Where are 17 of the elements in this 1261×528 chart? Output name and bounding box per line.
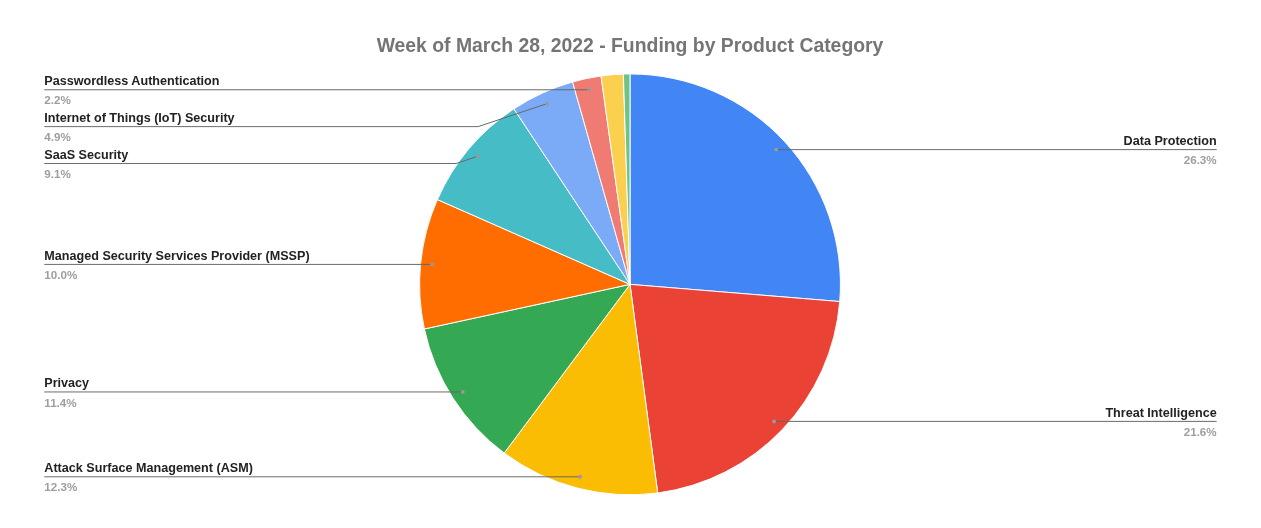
chart-title: Week of March 28, 2022 - Funding by Product Category xyxy=(376,33,884,56)
slice-label: Privacy xyxy=(44,376,90,391)
data-label: 2.2% xyxy=(44,93,72,107)
slice-label: Threat Intelligence xyxy=(1105,405,1217,420)
slice-label: SaaS Security xyxy=(44,147,129,162)
data-label: 12.3% xyxy=(44,480,78,494)
data-label: 21.6% xyxy=(1183,424,1218,438)
slice-label: Managed Security Services Provider (MSSP) xyxy=(44,248,310,263)
slice-label: Passwordless Authentication xyxy=(44,73,220,88)
slice-label: Data Protection xyxy=(1123,133,1217,148)
data-label: 10.0% xyxy=(44,267,78,281)
slice-label: Internet of Things (IoT) Security xyxy=(44,110,235,125)
data-label: 11.4% xyxy=(44,395,78,409)
slice-label: Attack Surface Management (ASM) xyxy=(44,460,253,475)
data-label: 4.9% xyxy=(44,130,72,144)
data-label: 26.3% xyxy=(1183,153,1218,167)
data-label: 9.1% xyxy=(44,167,72,181)
